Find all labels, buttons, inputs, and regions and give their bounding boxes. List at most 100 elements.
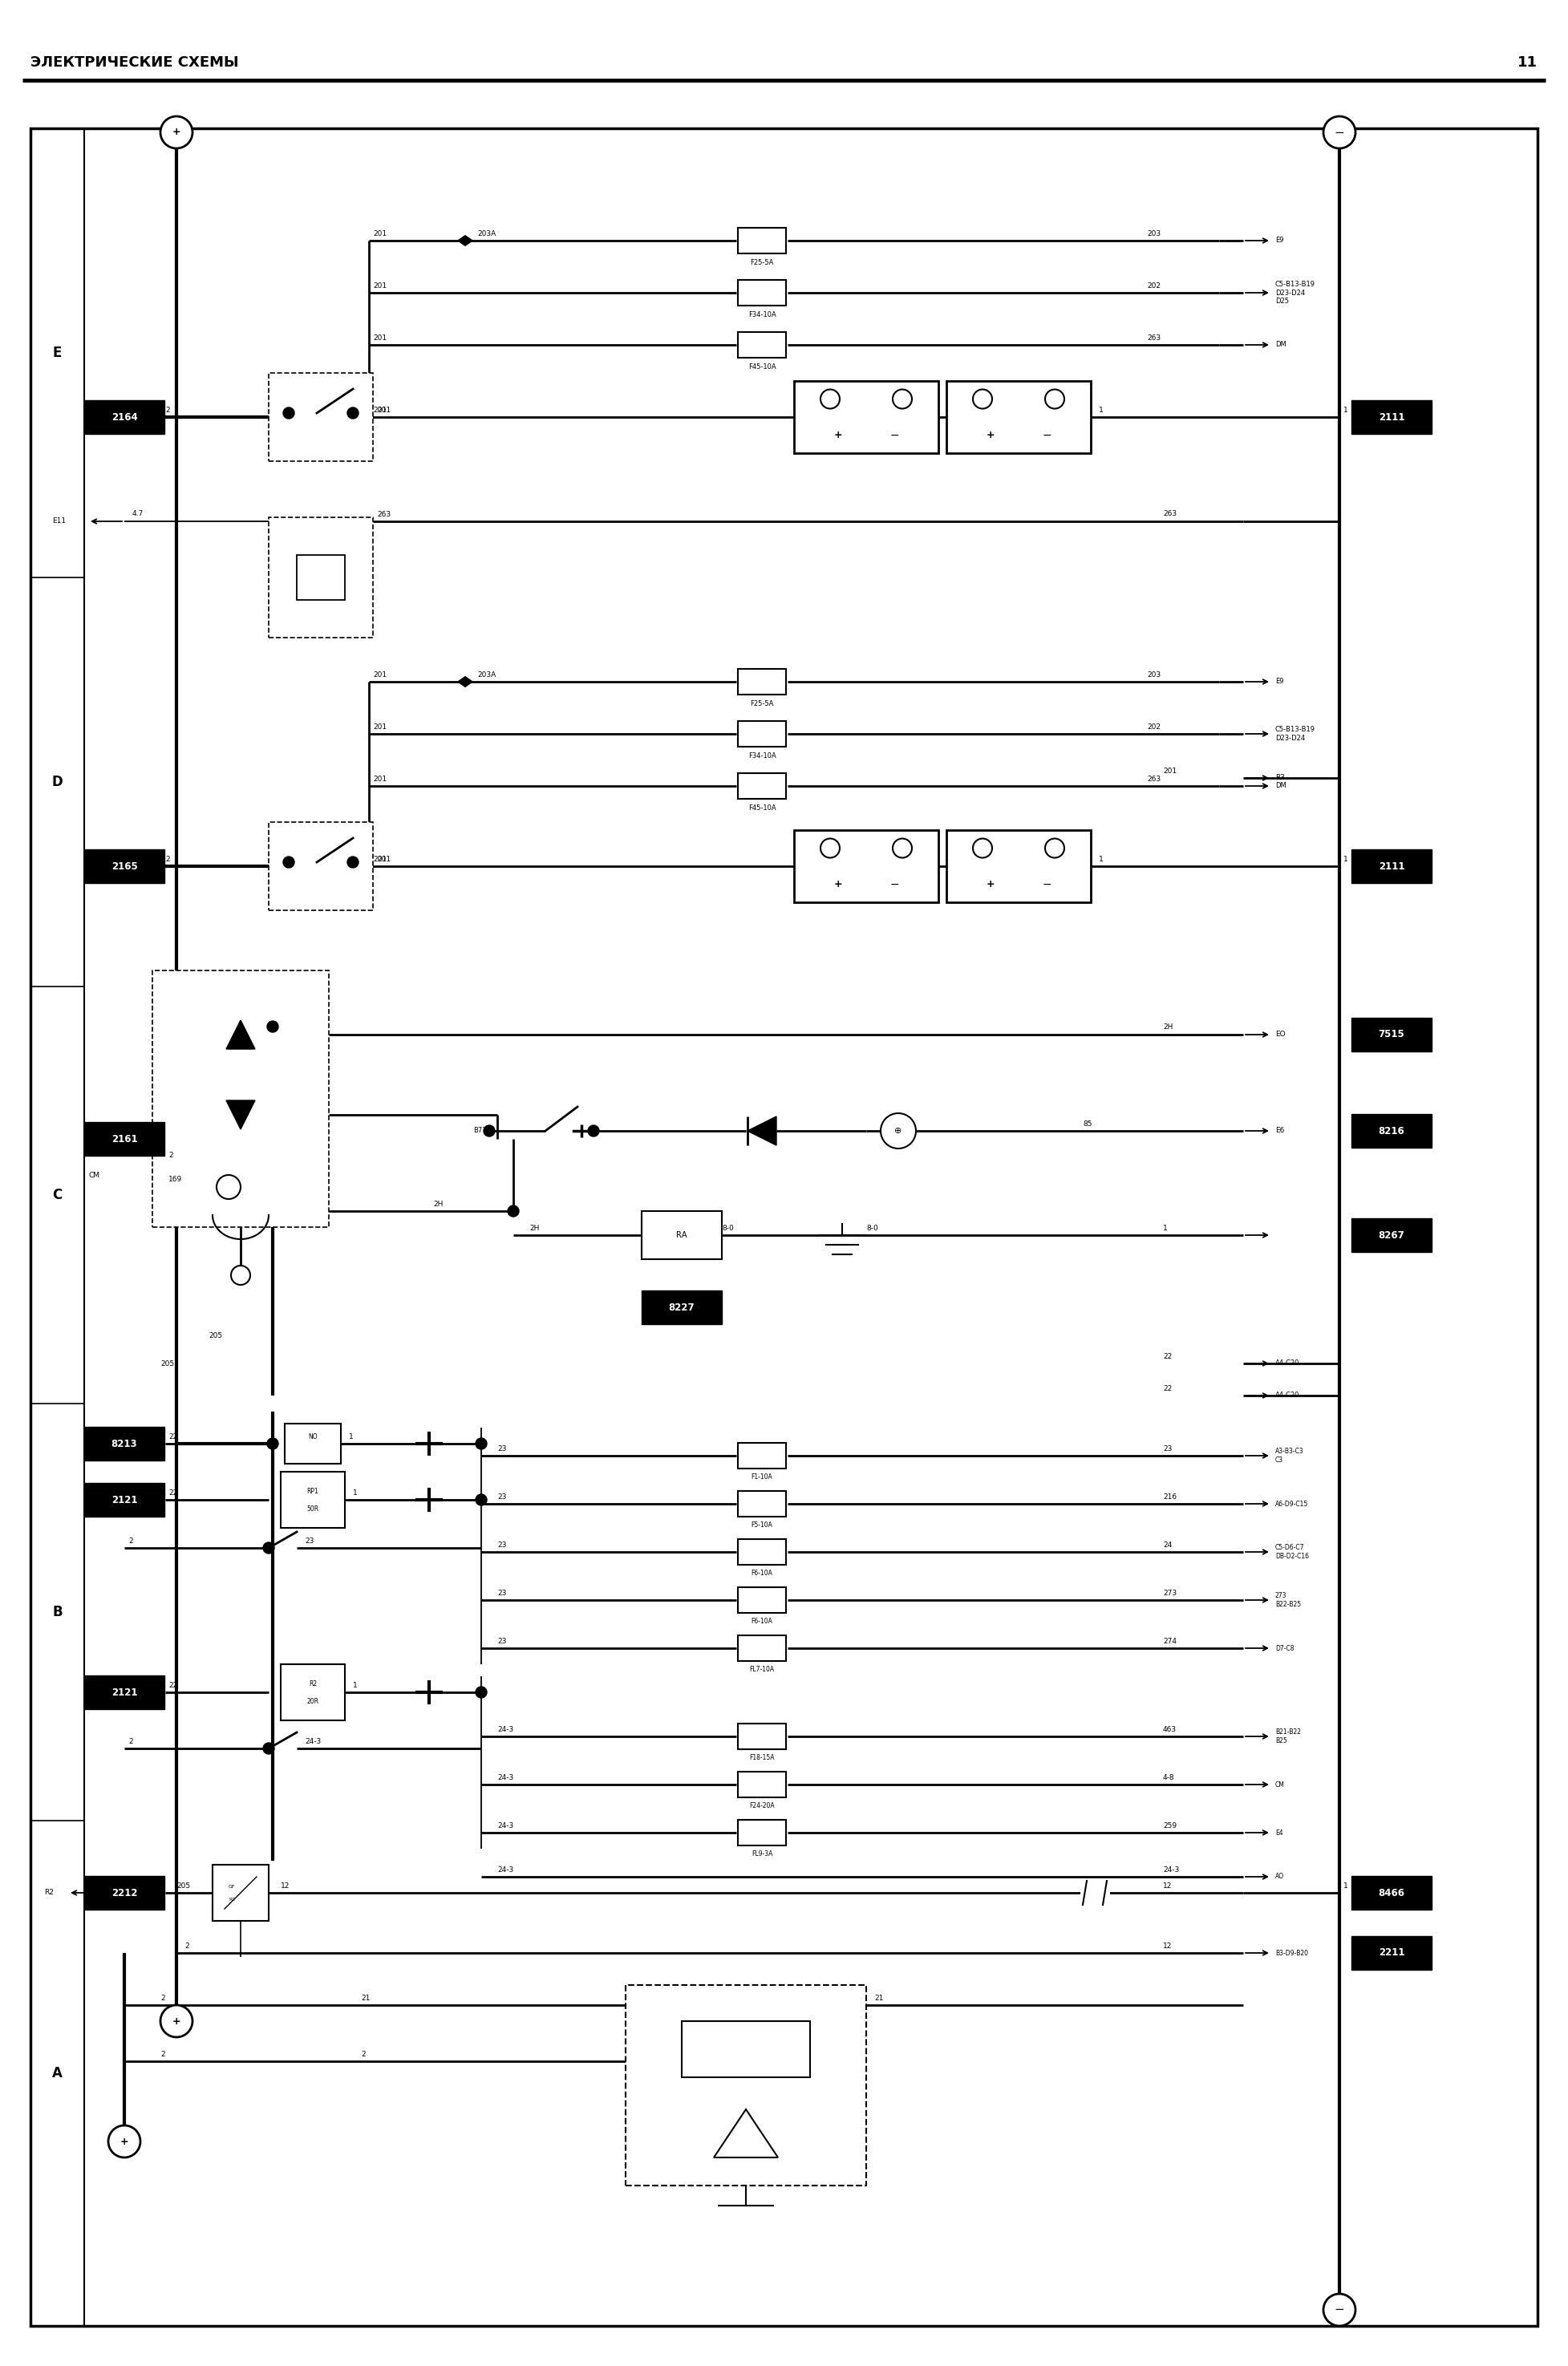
Text: А4-С20: А4-С20 <box>1275 1391 1300 1398</box>
Text: 201: 201 <box>373 672 387 679</box>
Polygon shape <box>713 2110 778 2158</box>
Text: 273: 273 <box>1163 1590 1176 1597</box>
Text: F25-5A: F25-5A <box>750 700 773 707</box>
Text: 2161: 2161 <box>111 1133 138 1145</box>
Bar <box>739 774 786 800</box>
Bar <box>739 670 786 696</box>
Bar <box>1352 1114 1432 1148</box>
Text: С5-В13-В19
D23-D24: С5-В13-В19 D23-D24 <box>1275 726 1316 741</box>
Text: 8466: 8466 <box>1378 1888 1405 1898</box>
Text: 2Н: 2Н <box>433 1200 444 1209</box>
Circle shape <box>284 856 295 868</box>
Text: 12: 12 <box>281 1883 290 1890</box>
Text: 201: 201 <box>1163 767 1176 774</box>
Text: 2: 2 <box>168 1152 172 1159</box>
Text: +: + <box>986 880 994 890</box>
Bar <box>739 1540 786 1564</box>
Bar <box>85 849 165 883</box>
Text: Е9: Е9 <box>1275 679 1284 686</box>
Circle shape <box>892 390 913 409</box>
Text: Е6: Е6 <box>1275 1126 1284 1133</box>
Circle shape <box>1044 390 1065 409</box>
Bar <box>1352 849 1432 883</box>
Polygon shape <box>458 677 472 686</box>
Text: C: C <box>52 1188 63 1202</box>
Text: 1: 1 <box>1163 1226 1168 1233</box>
Text: 23: 23 <box>1163 1446 1173 1453</box>
Circle shape <box>267 1022 278 1032</box>
FancyBboxPatch shape <box>152 970 329 1228</box>
Circle shape <box>347 856 359 868</box>
Text: 20R: 20R <box>307 1699 318 1706</box>
Text: А6-D9-С15: А6-D9-С15 <box>1275 1500 1308 1507</box>
Text: F34-10A: F34-10A <box>748 312 776 319</box>
FancyBboxPatch shape <box>626 1985 866 2186</box>
Text: 1: 1 <box>353 1488 358 1498</box>
Text: 203: 203 <box>1146 672 1160 679</box>
Circle shape <box>284 407 295 419</box>
Text: 22: 22 <box>168 1488 177 1498</box>
Text: F45-10A: F45-10A <box>748 804 776 812</box>
Text: 23: 23 <box>497 1493 506 1500</box>
Circle shape <box>267 1439 278 1450</box>
Text: B: B <box>52 1604 63 1618</box>
Text: 8267: 8267 <box>1378 1230 1405 1240</box>
Circle shape <box>483 1126 495 1136</box>
Bar <box>739 1491 786 1517</box>
Text: 22: 22 <box>168 1682 177 1689</box>
Text: 24-3: 24-3 <box>304 1739 321 1746</box>
Text: 2: 2 <box>129 1739 133 1746</box>
Text: 203А: 203А <box>477 672 495 679</box>
Text: R2: R2 <box>44 1888 53 1898</box>
Bar <box>682 2021 811 2077</box>
Text: А3-В3-С3
С3: А3-В3-С3 С3 <box>1275 1448 1305 1465</box>
Text: 1: 1 <box>353 1682 358 1689</box>
Text: 22: 22 <box>1163 1353 1171 1360</box>
Text: 2: 2 <box>160 2051 165 2058</box>
Text: 23: 23 <box>497 1590 506 1597</box>
Bar <box>641 1211 721 1259</box>
Circle shape <box>1044 838 1065 859</box>
Text: F34-10A: F34-10A <box>748 752 776 759</box>
Polygon shape <box>458 237 472 246</box>
Text: F1-10A: F1-10A <box>751 1474 773 1481</box>
Circle shape <box>972 838 993 859</box>
Text: 202: 202 <box>1146 724 1160 731</box>
Circle shape <box>1323 2293 1355 2326</box>
Text: 8213: 8213 <box>111 1439 138 1448</box>
Text: Е9: Е9 <box>1275 237 1284 244</box>
Text: 8-0: 8-0 <box>721 1226 734 1233</box>
Text: 2164: 2164 <box>111 412 138 421</box>
Text: −: − <box>889 878 898 890</box>
Text: 8227: 8227 <box>668 1301 695 1313</box>
Circle shape <box>1323 116 1355 149</box>
Text: 24-3: 24-3 <box>497 1774 513 1782</box>
Text: 2: 2 <box>165 856 169 864</box>
Text: 2: 2 <box>361 2051 365 2058</box>
Text: 2: 2 <box>129 1538 133 1545</box>
Text: 201: 201 <box>373 230 387 237</box>
Text: 263: 263 <box>1146 776 1160 783</box>
Text: 7515: 7515 <box>1378 1029 1405 1039</box>
Text: 1: 1 <box>1344 1883 1348 1890</box>
Bar <box>285 1424 340 1465</box>
Bar <box>213 1864 268 1921</box>
Bar <box>1352 1876 1432 1909</box>
Text: С5-D6-С7
DB-D2-С16: С5-D6-С7 DB-D2-С16 <box>1275 1545 1309 1559</box>
Text: 259: 259 <box>1163 1822 1176 1829</box>
Bar <box>793 381 938 454</box>
Text: 263: 263 <box>1163 511 1176 518</box>
Text: +: + <box>172 2016 180 2025</box>
Bar <box>947 830 1091 901</box>
Text: 2Н: 2Н <box>530 1226 539 1233</box>
Text: 4.7: 4.7 <box>132 511 144 518</box>
Text: −: − <box>889 431 898 440</box>
Circle shape <box>216 1176 240 1200</box>
Text: 201: 201 <box>373 282 387 289</box>
Text: С5-В13-В19
D23-D24
D25: С5-В13-В19 D23-D24 D25 <box>1275 282 1316 305</box>
Polygon shape <box>748 1117 776 1145</box>
Text: 201: 201 <box>373 724 387 731</box>
Text: 8-0: 8-0 <box>866 1226 878 1233</box>
Text: +: + <box>834 880 842 890</box>
Text: В3-D9-В20: В3-D9-В20 <box>1275 1950 1308 1957</box>
